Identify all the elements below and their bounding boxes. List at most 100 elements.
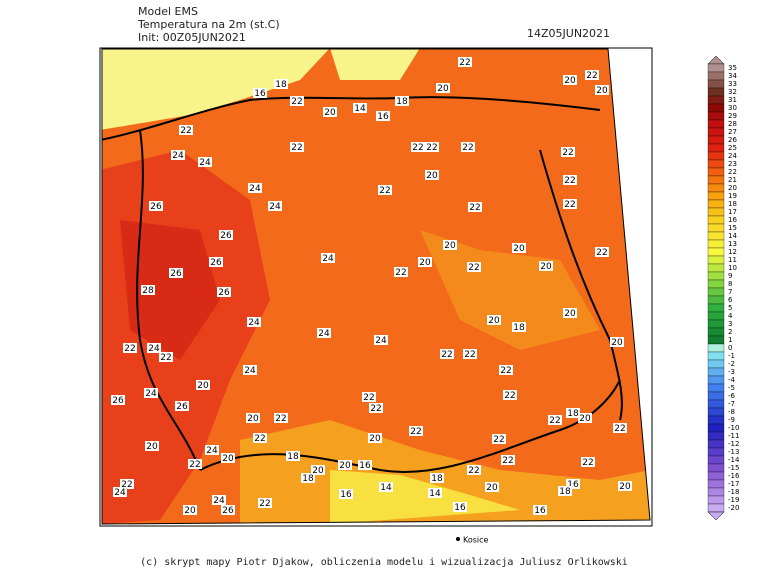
colorbar-label: 19 [728,192,737,200]
label-box [548,415,562,425]
contour-label: 26 [112,396,124,406]
colorbar-cell [707,479,725,489]
label-box [409,426,423,436]
colorbar: 3534333231302928272625242322212019181716… [707,55,740,521]
colorbar-cell [707,191,725,201]
colorbar-cell [707,335,725,345]
contour-label: 26 [170,269,182,279]
label-box [512,322,526,332]
label-box [286,451,300,461]
label-box [430,473,444,483]
label-box [362,392,376,402]
label-box [209,257,223,267]
label-box [159,352,173,362]
colorbar-label: -1 [728,352,735,360]
contour-label: 28 [142,286,154,296]
colorbar-cell [707,223,725,233]
label-box [198,157,212,167]
label-box [141,285,155,295]
colorbar-cell [707,127,725,137]
warm-area [120,220,220,360]
colorbar-label: -19 [728,496,739,504]
colorbar-cell [707,263,725,273]
colorbar-label: 5 [728,304,732,312]
contour-label: 22 [259,499,270,509]
contour-label: 20 [426,171,438,181]
label-box [149,201,163,211]
label-box [443,240,457,250]
contour-label: 22 [502,456,513,466]
label-box [353,103,367,113]
colorbar-label: 13 [728,240,737,248]
colorbar-cell [707,167,725,177]
label-box [145,441,159,451]
contour-label: 22 [596,248,607,258]
label-box [425,170,439,180]
contour-label: 20 [339,461,351,471]
colorbar-label: 0 [728,344,732,352]
contour-label: 22 [549,416,560,426]
contour-label: 24 [269,202,281,212]
label-box [205,445,219,455]
colorbar-label: 35 [728,64,737,72]
colorbar-cell [707,375,725,385]
contour-label: 16 [454,503,466,513]
label-box [317,328,331,338]
label-layer: 18 16 22 20 14 16 18 20 22 20 22 20 22 24 24 22 22 22 22 22… [111,57,632,516]
colorbar-cell [707,111,725,121]
colorbar-label: 26 [728,136,737,144]
contour-label: 14 [380,483,392,493]
contour-label: 20 [611,338,623,348]
colorbar-label: 22 [728,168,737,176]
contour-label: 14 [429,489,441,499]
label-box [610,337,624,347]
label-box [563,175,577,185]
label-box [468,202,482,212]
contour-label: 22 [464,350,475,360]
sea-area [330,49,420,80]
contour-label: 18 [513,323,525,333]
label-box [258,498,272,508]
contour-label: 22 [379,186,390,196]
model-name: Model EMS [138,5,198,18]
contour-label: 20 [324,108,336,118]
colorbar-cell [707,95,725,105]
colorbar-cell [707,455,725,465]
label-box [453,502,467,512]
colorbar-label: 27 [728,128,737,136]
label-box [248,183,262,193]
contour-label: 22 [562,148,573,158]
label-box [323,107,337,117]
label-box [467,262,481,272]
colorbar-cell [707,215,725,225]
colorbar-cell [707,423,725,433]
contour-label: 16 [567,480,579,490]
colorbar-cell [707,175,725,185]
colorbar-label: 11 [728,256,737,264]
label-box [243,365,257,375]
contour-label: 22 [459,58,470,68]
map-field [102,49,650,524]
contour-label: 18 [431,474,443,484]
contour-label: 16 [377,112,389,122]
contour-label: 22 [462,143,473,153]
colorbar-cell [707,279,725,289]
colorbar-label: -6 [728,392,736,400]
colorbar-label: 9 [728,272,732,280]
label-box [253,433,267,443]
contour-label: 26 [218,288,230,298]
label-box [196,380,210,390]
colorbar-cell [707,199,725,209]
label-box [175,401,189,411]
label-box [171,150,185,160]
colorbar-label: -12 [728,440,739,448]
footer: (c) skrypt mapy Piotr Djakow, obliczenia… [140,557,628,568]
contour-label: 22 [275,414,286,424]
contour-label: 20 [486,483,498,493]
contour-label: 22 [426,143,437,153]
contour-label: 24 [375,336,387,346]
colorbar-cell [707,295,725,305]
colorbar-cell [707,271,725,281]
label-box [290,96,304,106]
colorbar-cell [707,287,725,297]
